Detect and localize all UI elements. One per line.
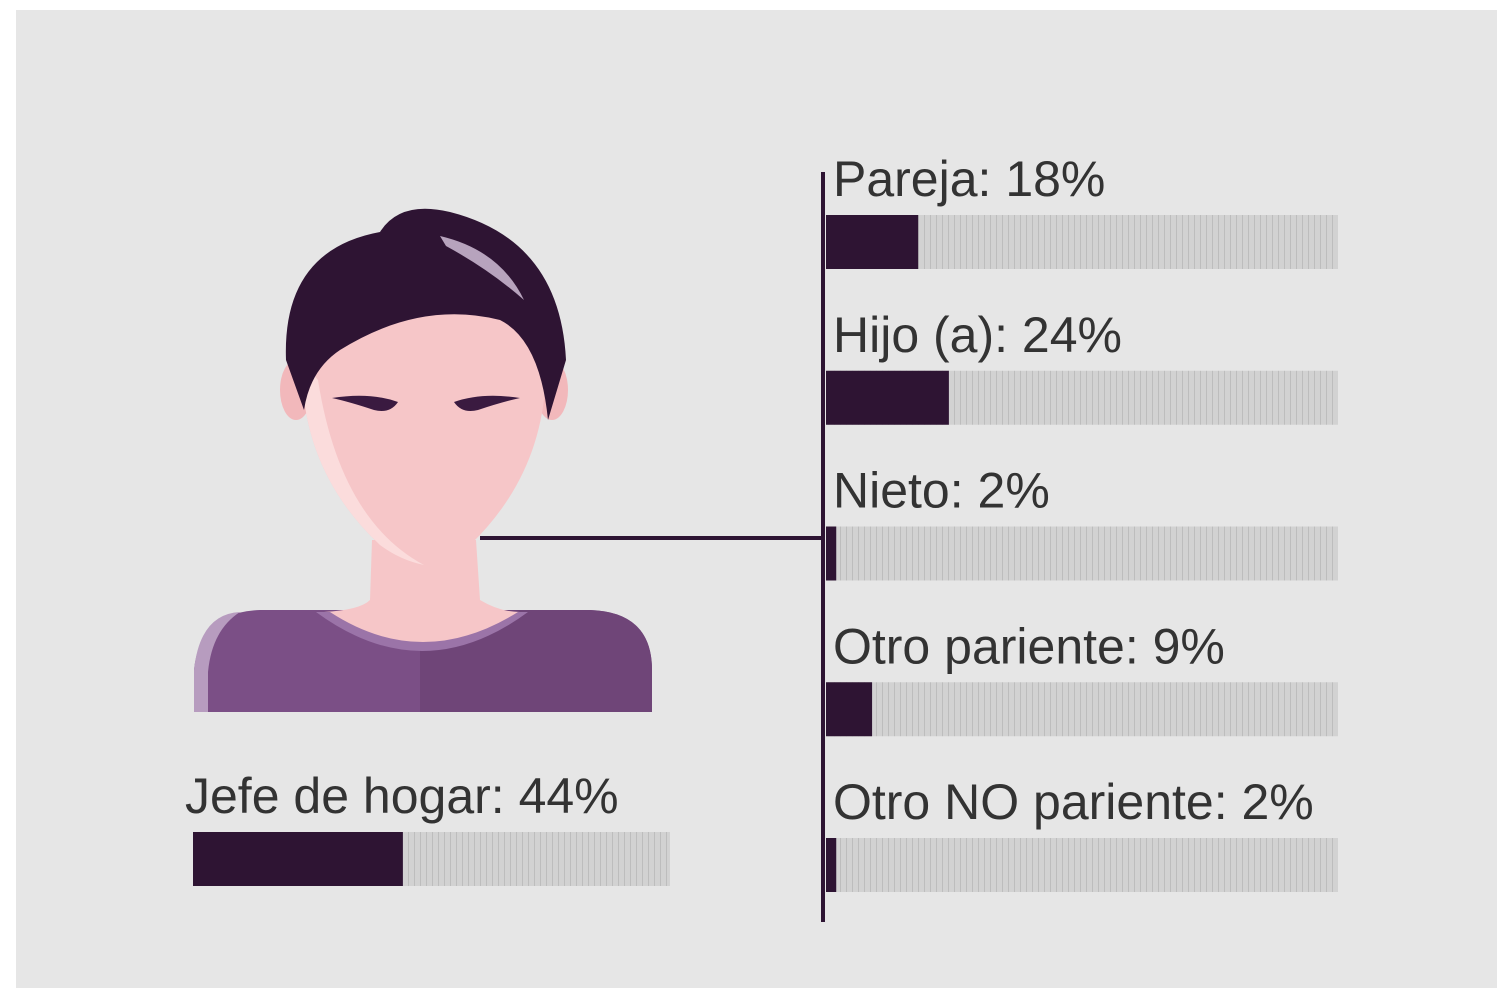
item-label: Jefe de hogar: 44% bbox=[185, 768, 619, 824]
bar bbox=[826, 371, 949, 425]
bar-track bbox=[826, 527, 1338, 581]
item-label: Nieto: 2% bbox=[833, 463, 1050, 519]
bar bbox=[193, 832, 403, 886]
bar bbox=[826, 215, 918, 269]
item-label: Hijo (a): 24% bbox=[833, 307, 1122, 363]
bar bbox=[826, 682, 872, 736]
bar bbox=[826, 838, 836, 892]
page: {"scale": [0, 100], "head": {"label": "J… bbox=[0, 0, 1499, 990]
item-label: Pareja: 18% bbox=[833, 151, 1105, 207]
bar-track bbox=[826, 682, 1338, 736]
bar-track bbox=[826, 838, 1338, 892]
infographic: Jefe de hogar: 44% Pareja: 18% Hijo (a): 2… bbox=[0, 0, 1499, 990]
item-label: Otro pariente: 9% bbox=[833, 618, 1225, 674]
bar bbox=[826, 527, 836, 581]
item-label: Otro NO pariente: 2% bbox=[833, 774, 1314, 830]
